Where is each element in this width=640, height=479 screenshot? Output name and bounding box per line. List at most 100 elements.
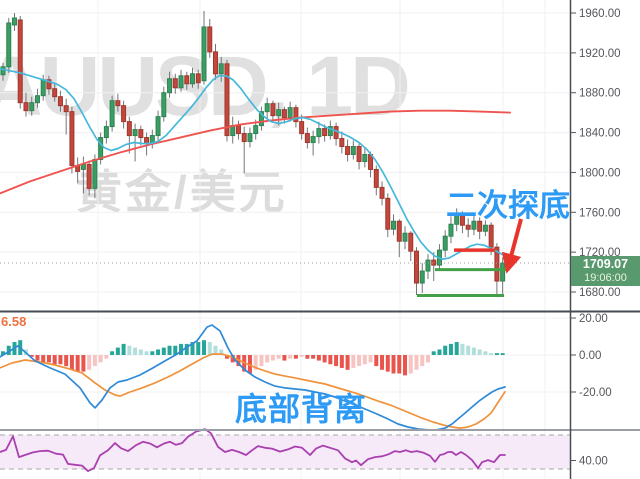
candle: [391, 220, 397, 230]
candle: [373, 168, 379, 188]
candles: [0, 11, 506, 295]
candle: [281, 109, 287, 119]
candle: [103, 126, 109, 139]
candle: [465, 224, 471, 230]
candle: [235, 125, 241, 135]
candle: [350, 146, 356, 155]
candle: [115, 100, 121, 107]
candle: [224, 63, 230, 137]
candle: [425, 259, 431, 272]
candle: [270, 103, 276, 117]
candle: [379, 186, 385, 199]
candle: [86, 163, 92, 189]
candle: [477, 220, 483, 232]
rsi-band: [0, 434, 570, 470]
candle: [126, 121, 132, 137]
candle: [356, 146, 362, 162]
ma-slow-line: [0, 109, 511, 195]
candle: [212, 51, 218, 75]
candle: [161, 92, 167, 118]
axis-label: 1840.00: [579, 128, 621, 140]
candle: [471, 220, 477, 230]
candle: [69, 111, 75, 166]
candle: [218, 63, 224, 75]
candle: [144, 137, 150, 145]
axis-label: 20.00: [579, 313, 608, 325]
candle: [459, 214, 465, 226]
candle: [396, 220, 402, 242]
candle: [57, 96, 63, 107]
candle: [482, 224, 488, 232]
candle: [40, 79, 46, 97]
candle: [23, 102, 29, 112]
axis-label: 1760.00: [579, 207, 621, 219]
axis-label: 1880.00: [579, 88, 621, 100]
macd-line: [0, 324, 506, 431]
candle: [132, 129, 138, 137]
candle: [431, 259, 437, 266]
candle: [195, 73, 201, 84]
candle: [442, 235, 448, 251]
candle: [454, 214, 460, 225]
axis-label: 0.00: [579, 350, 601, 362]
candle: [201, 26, 207, 82]
candle: [172, 78, 178, 89]
drawing-layer[interactable]: [417, 248, 507, 297]
candle: [109, 100, 115, 128]
candle: [29, 102, 35, 112]
candle: [34, 95, 40, 104]
candle: [362, 153, 368, 162]
axis-label: 1960.00: [579, 8, 621, 20]
candle: [339, 138, 345, 148]
candle: [448, 223, 454, 237]
candle: [500, 262, 506, 282]
candle: [310, 136, 316, 144]
axis-label: 1920.00: [579, 48, 621, 60]
candle: [304, 133, 310, 144]
candle: [155, 116, 161, 137]
candle: [385, 197, 391, 230]
candle: [408, 232, 414, 252]
candle: [121, 105, 127, 123]
countdown-time: 19:06:00: [584, 271, 627, 284]
candle: [46, 79, 52, 90]
candle: [52, 88, 58, 98]
candle: [488, 224, 494, 248]
candle: [287, 107, 293, 119]
candle: [322, 128, 328, 137]
candle: [184, 75, 190, 85]
candle: [63, 105, 69, 113]
rsi-line: [0, 428, 506, 473]
candle: [402, 232, 408, 242]
macd-histogram: [1, 340, 505, 376]
candle: [92, 158, 98, 189]
candle: [333, 126, 339, 140]
candle: [98, 137, 104, 160]
candle: [264, 103, 270, 113]
candle: [253, 125, 259, 135]
down-arrow[interactable]: [501, 218, 523, 274]
candle: [345, 146, 351, 155]
axis-label: 1800.00: [579, 167, 621, 179]
candle: [0, 66, 6, 76]
candle: [276, 109, 282, 117]
candle: [258, 111, 264, 127]
candle: [190, 73, 196, 85]
price-axis[interactable]: 1960.00 1920.00 1880.00 1840.00 1800.00 1760.…: [569, 0, 621, 479]
candle: [207, 26, 213, 53]
current-price: 1709.07: [582, 257, 629, 272]
ma-fast-line: [0, 67, 512, 260]
grid: [0, 0, 570, 479]
candle: [178, 75, 184, 89]
candle: [494, 246, 500, 282]
candle: [80, 163, 86, 170]
candle: [316, 128, 322, 138]
axis-label: 1680.00: [579, 287, 621, 299]
candle: [293, 107, 299, 123]
candle: [11, 17, 17, 26]
candle: [419, 270, 425, 284]
axis-label: 40.00: [579, 456, 608, 468]
current-price-badge: 1709.07 19:06:00: [571, 256, 640, 286]
